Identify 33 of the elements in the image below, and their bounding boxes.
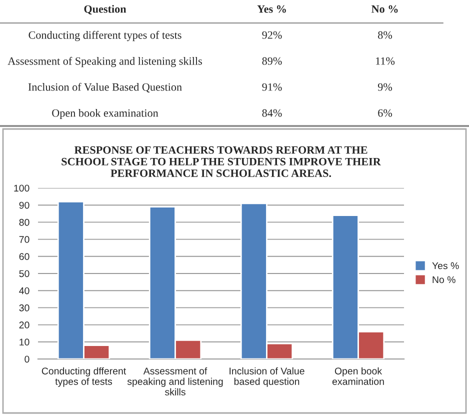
legend-label: No %	[432, 276, 456, 284]
y-tick-label: 10	[20, 338, 30, 346]
text: Question	[84, 4, 126, 14]
text: Yes %	[257, 5, 286, 13]
text: 6%	[378, 109, 392, 117]
x-tick-label: Open book examination	[332, 367, 384, 385]
text: No %	[371, 5, 398, 13]
y-tick-label: 40	[19, 287, 30, 294]
text: 9%	[378, 83, 392, 91]
text: Inclusion of Value Based Question	[28, 82, 182, 92]
text: 91%	[262, 83, 282, 91]
x-tick-label: Inclusion of Value based question	[230, 367, 304, 387]
y-tick-label: 90	[19, 202, 30, 209]
y-tick-label: 60	[19, 253, 30, 260]
y-tick-label: 70	[19, 236, 30, 243]
chart-title: RESPONSE OF TEACHERS TOWARDS REFORM AT THE SCHOOL STAGE TO HELP THE STUDENTS IMPROVE THEIR PERFORMANCE IN SCHOLASTIC AREAS.	[62, 146, 381, 178]
text: Open book examination	[52, 108, 158, 120]
y-tick-label: 100	[14, 184, 30, 192]
legend-label: Yes %	[432, 262, 459, 270]
y-tick-label: 0	[24, 356, 30, 363]
text: 8%	[378, 31, 392, 39]
y-tick-label: 30	[19, 304, 30, 312]
y-tick-label: 20	[19, 322, 30, 328]
y-tick-label: 50	[19, 270, 30, 278]
text: 11%	[376, 57, 395, 65]
x-tick-label: Conducting dfferent types of tests	[42, 367, 126, 387]
text: 92%	[262, 31, 282, 39]
text: Assessment of Speaking and listening skills	[8, 56, 202, 68]
text: 84%	[262, 109, 282, 117]
text: Conducting different types of tests	[28, 30, 182, 42]
text: 89%	[262, 57, 282, 65]
y-tick-label: 80	[19, 218, 30, 226]
x-tick-label: Assessment of speaking and listening skills	[127, 367, 223, 396]
